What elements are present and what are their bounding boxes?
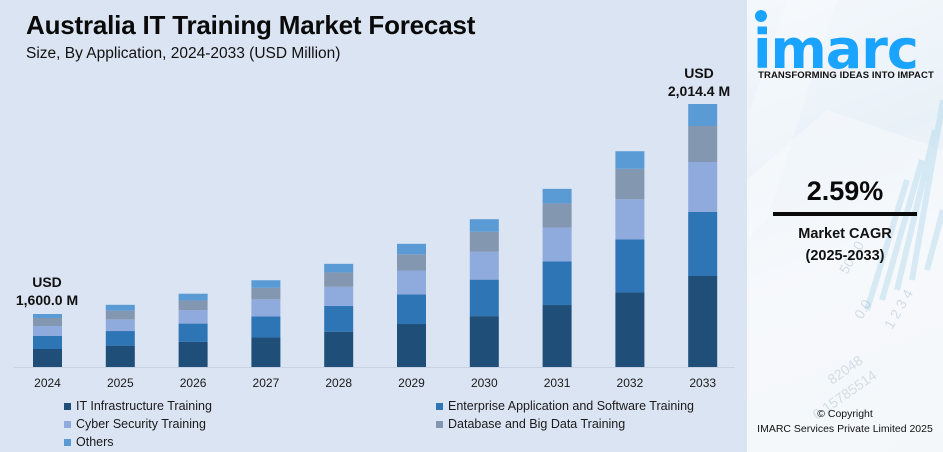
bar-segment-2028-cyber-security-training — [324, 286, 354, 306]
copyright-notice: © Copyright IMARC Services Private Limit… — [747, 407, 943, 437]
bar-segment-2028-others — [324, 263, 354, 273]
bar-segment-2027-it-infrastructure-training — [251, 337, 281, 367]
logo-dot-icon — [755, 10, 767, 22]
bar-segment-2032-it-infrastructure-training — [615, 292, 645, 367]
legend-swatch — [64, 438, 71, 446]
bar-segment-2029-it-infrastructure-training — [397, 324, 426, 367]
x-tick-label-2033: 2033 — [689, 376, 716, 390]
brand-wordmark: imarc — [753, 18, 918, 70]
bar-segment-2029-database-and-big-data-training — [397, 254, 426, 271]
legend-swatch — [436, 402, 443, 410]
bar-segment-2031-cyber-security-training — [542, 227, 572, 262]
bar-segment-2026-enterprise-application-and-software-training — [178, 323, 208, 342]
chart-subtitle: Size, By Application, 2024-2033 (USD Mil… — [26, 45, 341, 62]
bar-segment-2029-cyber-security-training — [397, 270, 426, 295]
brand-tagline: TRANSFORMING IDEAS INTO IMPACT — [758, 70, 934, 81]
legend-swatch — [436, 420, 443, 428]
bar-segment-2026-others — [178, 293, 208, 301]
bar-segment-2029-enterprise-application-and-software-training — [397, 294, 426, 325]
bar-segment-2027-cyber-security-training — [251, 299, 281, 317]
x-tick-label-2031: 2031 — [544, 376, 571, 390]
bar-segment-2033-it-infrastructure-training — [688, 276, 718, 367]
chart-legend: IT Infrastructure Training Enterprise Ap… — [0, 396, 747, 452]
x-tick-label-2032: 2032 — [617, 376, 644, 390]
bar-segment-2030-enterprise-application-and-software-training — [469, 279, 499, 317]
bar-segment-2033-others — [688, 104, 718, 126]
bar-segment-2032-cyber-security-training — [615, 199, 645, 240]
bar-segment-2024-others — [33, 314, 62, 318]
copyright-line-2: IMARC Services Private Limited 2025 — [757, 423, 933, 435]
bar-segment-2025-database-and-big-data-training — [105, 310, 135, 320]
bar-segment-2030-it-infrastructure-training — [469, 316, 499, 367]
legend-swatch — [64, 420, 71, 428]
bar-segment-2026-cyber-security-training — [178, 310, 208, 324]
legend-item-others: Others — [64, 435, 114, 449]
copyright-line-1: © Copyright — [817, 408, 873, 420]
bar-segment-2028-database-and-big-data-training — [324, 272, 354, 287]
legend-label: Enterprise Application and Software Trai… — [448, 399, 694, 413]
bar-segment-2030-cyber-security-training — [469, 251, 499, 280]
bar-segment-2027-database-and-big-data-training — [251, 287, 281, 300]
bar-segment-2033-enterprise-application-and-software-training — [688, 212, 718, 276]
bar-segment-2032-others — [615, 151, 645, 169]
bar-segment-2032-enterprise-application-and-software-training — [615, 239, 645, 293]
bar-segment-2031-database-and-big-data-training — [542, 203, 572, 228]
bar-segment-2028-it-infrastructure-training — [324, 331, 354, 367]
x-tick-label-2026: 2026 — [180, 376, 207, 390]
cagr-period: (2025-2033) — [805, 248, 885, 264]
end-annotation-value: 2,014.4 M — [668, 83, 730, 99]
end-annotation-currency: USD — [684, 65, 714, 81]
bar-segment-2033-cyber-security-training — [688, 161, 718, 212]
bar-segment-2025-it-infrastructure-training — [105, 345, 135, 367]
bar-segment-2028-enterprise-application-and-software-training — [324, 305, 354, 332]
bar-segment-2026-it-infrastructure-training — [178, 341, 208, 367]
x-tick-label-2027: 2027 — [253, 376, 280, 390]
legend-item-it-infrastructure: IT Infrastructure Training — [64, 399, 212, 413]
start-annotation-currency: USD — [32, 274, 62, 290]
bar-segment-2024-enterprise-application-and-software-training — [33, 336, 62, 349]
cagr-value: 2.59% — [806, 176, 884, 206]
bar-segment-2025-cyber-security-training — [105, 319, 135, 332]
legend-label: Others — [76, 435, 114, 449]
cagr-divider — [773, 212, 917, 216]
bar-segment-2025-others — [105, 304, 135, 311]
bar-segment-2031-enterprise-application-and-software-training — [542, 261, 572, 306]
bar-segment-2026-database-and-big-data-training — [178, 300, 208, 311]
bar-segment-2029-others — [397, 243, 426, 255]
legend-item-database-big-data: Database and Big Data Training — [436, 417, 625, 431]
bar-segment-2024-it-infrastructure-training — [33, 349, 62, 367]
start-annotation-value: 1,600.0 M — [16, 292, 78, 308]
bar-segment-2024-cyber-security-training — [33, 326, 62, 336]
bar-segment-2033-database-and-big-data-training — [688, 126, 718, 162]
legend-item-cyber-security: Cyber Security Training — [64, 417, 206, 431]
bar-segment-2024-database-and-big-data-training — [33, 318, 62, 326]
x-tick-label-2029: 2029 — [398, 376, 425, 390]
bar-segment-2027-enterprise-application-and-software-training — [251, 316, 281, 338]
bar-segment-2025-enterprise-application-and-software-training — [105, 331, 135, 346]
chart-title: Australia IT Training Market Forecast — [26, 10, 476, 40]
bar-segment-2030-database-and-big-data-training — [469, 231, 499, 252]
legend-label: Cyber Security Training — [76, 417, 206, 431]
stacked-bar-chart: 2024 2025 2026 2027 2028 2029 2030 2031 2032 2033… — [14, 65, 735, 390]
bar-segment-2031-it-infrastructure-training — [542, 305, 572, 367]
legend-item-enterprise-application: Enterprise Application and Software Trai… — [436, 399, 694, 413]
bar-segment-2031-others — [542, 188, 572, 204]
legend-label: Database and Big Data Training — [448, 417, 626, 431]
cagr-label: Market CAGR — [798, 226, 892, 242]
bar-segment-2032-database-and-big-data-training — [615, 168, 645, 200]
legend-swatch — [64, 402, 71, 410]
x-tick-label-2025: 2025 — [107, 376, 134, 390]
x-tick-label-2024: 2024 — [34, 376, 61, 390]
bar-segment-2027-others — [251, 280, 281, 288]
brand-sidebar: 0.0 500.0 1 2 3 4 0.15785514 82048 imarc… — [747, 0, 943, 452]
x-tick-label-2028: 2028 — [325, 376, 352, 390]
legend-label: IT Infrastructure Training — [76, 399, 212, 413]
imarc-logo: imarc — [753, 10, 919, 70]
x-tick-label-2030: 2030 — [471, 376, 498, 390]
chart-panel: Australia IT Training Market Forecast Si… — [0, 10, 747, 452]
sidebar-background-graphic: 0.0 500.0 1 2 3 4 0.15785514 82048 — [747, 0, 943, 452]
bar-segment-2030-others — [469, 219, 499, 232]
